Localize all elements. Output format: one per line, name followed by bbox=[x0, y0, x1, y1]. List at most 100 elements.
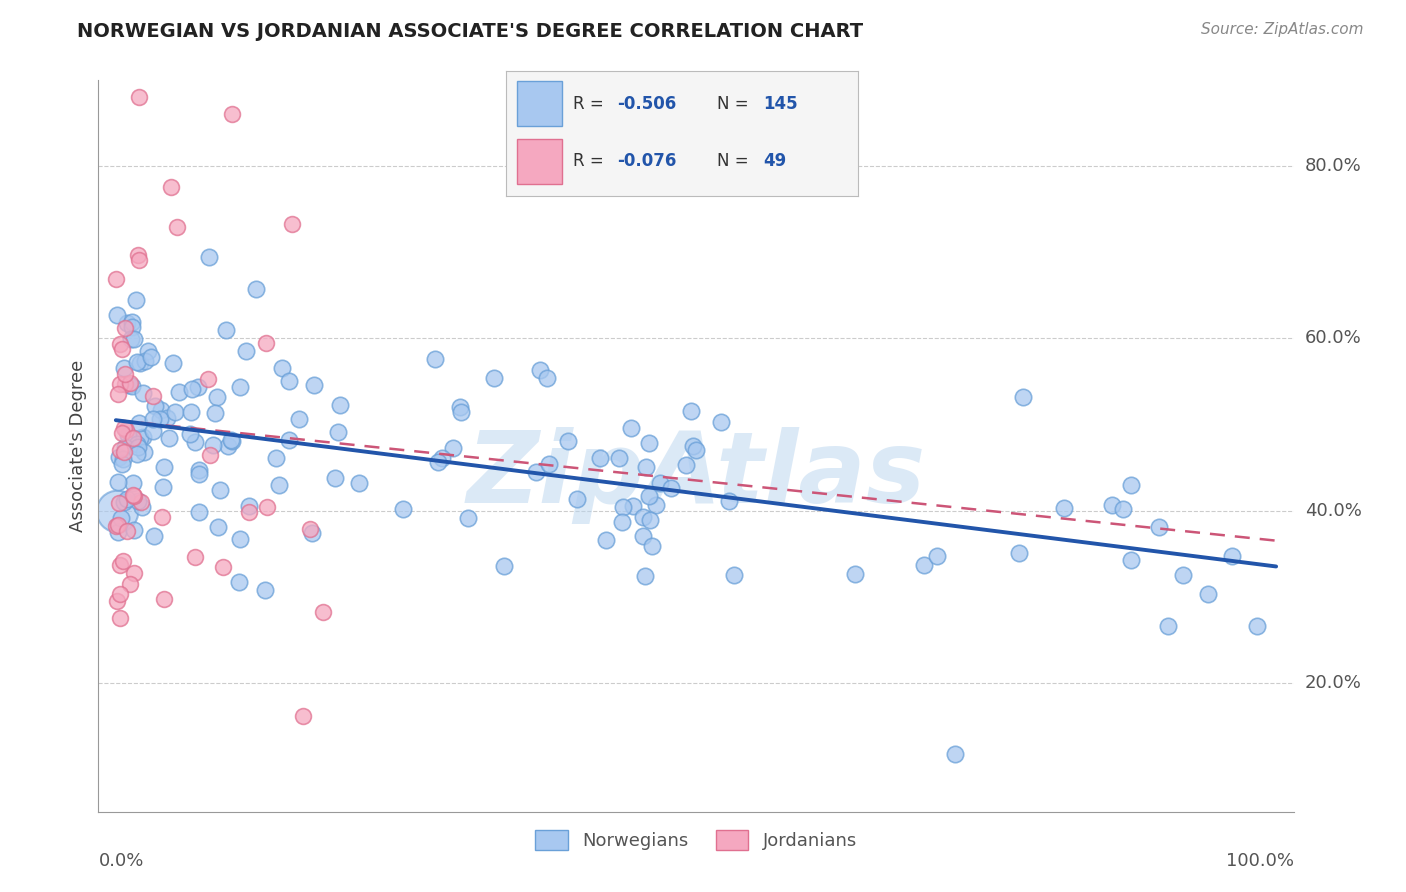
Text: 20.0%: 20.0% bbox=[1305, 673, 1361, 691]
Point bbox=[925, 549, 948, 563]
Point bbox=[221, 107, 243, 121]
Point bbox=[188, 505, 211, 519]
Point bbox=[426, 454, 449, 468]
Point bbox=[105, 519, 128, 533]
Point bbox=[595, 533, 617, 547]
Point bbox=[115, 524, 138, 538]
Point bbox=[441, 442, 464, 456]
Point bbox=[114, 320, 136, 334]
Point bbox=[188, 467, 211, 481]
Text: R =: R = bbox=[574, 95, 609, 112]
Text: R =: R = bbox=[574, 153, 609, 170]
Point bbox=[1101, 498, 1123, 512]
Point bbox=[238, 499, 260, 513]
Point bbox=[278, 374, 301, 388]
Point bbox=[111, 451, 134, 466]
Point bbox=[121, 379, 143, 393]
Point bbox=[141, 350, 163, 364]
Point bbox=[302, 378, 325, 392]
Point bbox=[111, 425, 134, 440]
Point bbox=[612, 500, 634, 514]
Point bbox=[112, 445, 135, 459]
Point bbox=[132, 430, 155, 444]
Point bbox=[143, 529, 166, 543]
Point bbox=[641, 539, 664, 553]
Point bbox=[124, 332, 146, 346]
Point bbox=[188, 463, 211, 477]
Point bbox=[650, 475, 672, 490]
Point bbox=[685, 443, 707, 458]
Point bbox=[631, 509, 654, 524]
Point bbox=[301, 525, 323, 540]
Text: 145: 145 bbox=[762, 95, 797, 112]
Point bbox=[482, 371, 505, 385]
Point bbox=[1121, 478, 1143, 492]
Point bbox=[256, 500, 278, 514]
Point bbox=[1220, 549, 1243, 563]
Text: 49: 49 bbox=[762, 153, 786, 170]
Point bbox=[292, 708, 315, 723]
Point bbox=[136, 344, 159, 359]
Point bbox=[636, 460, 658, 475]
Point bbox=[638, 436, 661, 450]
Point bbox=[118, 377, 141, 392]
Point bbox=[200, 448, 222, 462]
Point bbox=[114, 367, 136, 381]
Point bbox=[325, 471, 347, 485]
Point bbox=[129, 494, 152, 508]
Point bbox=[254, 583, 277, 598]
Point bbox=[245, 282, 267, 296]
Point bbox=[129, 431, 152, 445]
Point bbox=[215, 323, 238, 337]
Point bbox=[108, 376, 131, 391]
Point bbox=[212, 559, 235, 574]
Point bbox=[1246, 619, 1268, 633]
Point bbox=[1008, 546, 1031, 560]
Point bbox=[121, 488, 143, 502]
Point bbox=[128, 90, 150, 104]
Point bbox=[679, 404, 702, 418]
Point bbox=[682, 438, 704, 452]
Point bbox=[1157, 619, 1180, 633]
Point bbox=[638, 513, 661, 527]
Text: Source: ZipAtlas.com: Source: ZipAtlas.com bbox=[1201, 22, 1364, 37]
Point bbox=[621, 500, 644, 514]
Point bbox=[131, 386, 153, 401]
Point bbox=[238, 505, 260, 519]
Point bbox=[107, 594, 129, 608]
Point bbox=[1053, 501, 1076, 516]
Point bbox=[120, 376, 142, 390]
Point bbox=[179, 426, 201, 441]
Point bbox=[449, 400, 471, 414]
Point bbox=[112, 361, 135, 376]
Point bbox=[269, 478, 291, 492]
Point bbox=[264, 451, 287, 466]
Text: 60.0%: 60.0% bbox=[1305, 329, 1361, 348]
Text: 0.0%: 0.0% bbox=[98, 852, 143, 870]
Point bbox=[281, 217, 304, 231]
Point bbox=[1112, 501, 1135, 516]
Point bbox=[675, 458, 697, 473]
Point bbox=[277, 433, 299, 447]
Point bbox=[637, 489, 659, 503]
Point bbox=[108, 558, 131, 572]
Text: -0.506: -0.506 bbox=[617, 95, 676, 112]
Point bbox=[537, 458, 560, 472]
Text: ZipAtlas: ZipAtlas bbox=[467, 426, 925, 524]
Point bbox=[207, 520, 229, 534]
Point bbox=[710, 415, 733, 429]
Point bbox=[122, 523, 145, 537]
Point bbox=[589, 451, 612, 466]
Y-axis label: Associate's Degree: Associate's Degree bbox=[69, 359, 87, 533]
Point bbox=[844, 567, 866, 582]
Point bbox=[112, 420, 135, 434]
Point bbox=[134, 353, 156, 368]
Point bbox=[723, 568, 745, 582]
Point bbox=[118, 577, 141, 591]
Point bbox=[209, 483, 232, 497]
Point bbox=[127, 440, 149, 454]
Point bbox=[122, 489, 145, 503]
Point bbox=[288, 411, 311, 425]
Point bbox=[1197, 587, 1219, 601]
Point bbox=[127, 494, 149, 508]
